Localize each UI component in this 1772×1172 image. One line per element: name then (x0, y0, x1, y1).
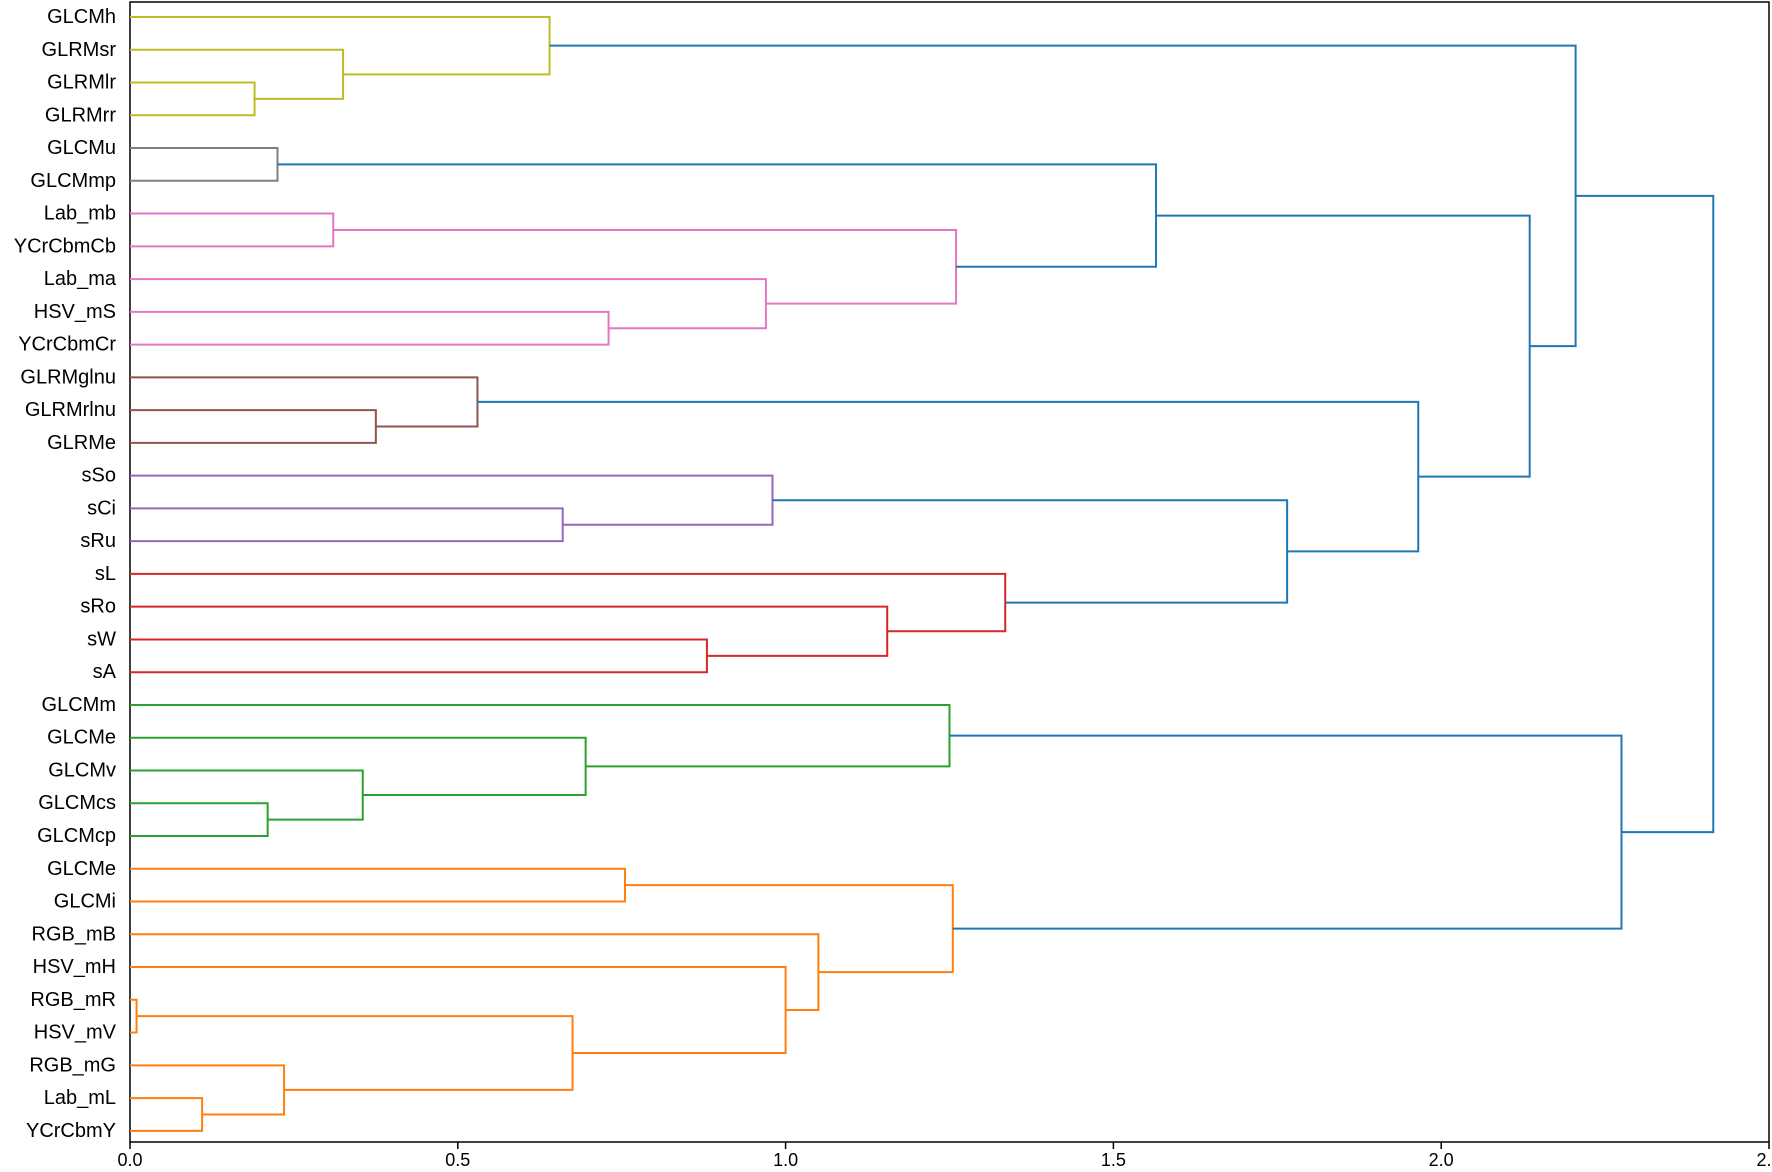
dendrogram-link (130, 933, 820, 1012)
leaf-label: GLCMmp (30, 170, 116, 192)
leaf-label: GLRMsr (42, 39, 117, 61)
dendrogram-links (130, 16, 1715, 1132)
dendrogram-link (130, 1097, 204, 1132)
leaf-label: GLRMlr (47, 72, 116, 94)
dendrogram-link (130, 48, 345, 100)
dendrogram-link (130, 703, 951, 768)
leaf-label: HSV_mV (34, 1022, 117, 1044)
dendrogram-link (130, 605, 889, 657)
dendrogram-link (130, 16, 551, 76)
dendrogram-link (130, 638, 708, 674)
leaf-label: HSV_mH (33, 956, 116, 978)
leaf-label: sL (95, 563, 116, 585)
leaf-label: GLRMe (47, 432, 116, 454)
leaf-label: Lab_ma (44, 268, 117, 290)
dendrogram-link (772, 499, 1289, 604)
leaf-label: RGB_mG (29, 1054, 116, 1076)
leaf-labels: GLCMh GLRMsr GLRMlr GLRMrr GLCMu GLCMmp Lab_mb… (14, 6, 117, 1142)
x-tick-label: 1.5 (1101, 1150, 1126, 1170)
leaf-label: sCi (87, 497, 116, 519)
leaf-label: RGB_mB (32, 923, 116, 945)
leaf-label: GLRMrr (45, 104, 116, 126)
dendrogram-link (130, 147, 279, 182)
dendrogram-link (333, 228, 958, 305)
leaf-label: sSo (82, 465, 116, 487)
dendrogram-link (949, 734, 1623, 930)
x-tick-label: 1.0 (773, 1150, 798, 1170)
dendrogram-link (130, 409, 377, 444)
leaf-label: GLCMe (47, 727, 116, 749)
leaf-label: Lab_mb (44, 203, 116, 225)
dendrogram-link (130, 769, 364, 821)
leaf-label: RGB_mR (30, 989, 116, 1011)
leaf-label: YCrCbmCb (14, 235, 116, 257)
dendrogram-link (130, 474, 774, 526)
dendrogram-link (130, 376, 479, 428)
dendrogram-link (1575, 194, 1715, 834)
leaf-label: GLCMcs (38, 792, 116, 814)
dendrogram-link (549, 44, 1577, 348)
dendrogram-link (130, 867, 626, 903)
leaf-label: HSV_mS (34, 301, 116, 323)
dendrogram-link (130, 1064, 286, 1116)
dendrogram-link (130, 736, 587, 797)
leaf-label: sW (87, 628, 116, 650)
leaf-label: sRo (80, 596, 116, 618)
dendrogram-link (130, 572, 1007, 633)
leaf-label: GLCMv (48, 759, 116, 781)
leaf-label: GLCMm (42, 694, 116, 716)
dendrogram-link (1156, 214, 1531, 478)
leaf-label: YCrCbmY (26, 1120, 116, 1142)
leaf-label: GLRMglnu (20, 366, 116, 388)
dendrogram-link (130, 81, 256, 117)
dendrogram-link (477, 400, 1420, 553)
leaf-label: GLCMu (47, 137, 116, 159)
leaf-label: sRu (80, 530, 116, 552)
dendrogram-link (130, 212, 335, 248)
x-axis-ticks: 0.0 0.5 1.0 1.5 2.0 2.5 (117, 1142, 1772, 1170)
leaf-label: GLCMh (47, 6, 116, 28)
leaf-label: Lab_mL (44, 1087, 116, 1109)
dendrogram-link (130, 278, 767, 330)
dendrogram-link (136, 1015, 574, 1091)
x-tick-label: 2.5 (1756, 1150, 1772, 1170)
x-tick-label: 0.5 (445, 1150, 470, 1170)
leaf-label: GLCMe (47, 858, 116, 880)
plot-frame (129, 1, 1770, 1143)
leaf-label: YCrCbmCr (18, 334, 116, 356)
dendrogram-link (277, 163, 1158, 268)
x-tick-label: 2.0 (1429, 1150, 1454, 1170)
leaf-label: GLRMrlnu (25, 399, 116, 421)
dendrogram-link (130, 507, 564, 543)
dendrogram-link (130, 310, 610, 346)
dendrogram-link (624, 884, 954, 974)
leaf-label: GLCMcp (37, 825, 116, 847)
leaf-label: GLCMi (54, 891, 116, 913)
x-tick-label: 0.0 (117, 1150, 142, 1170)
leaf-label: sA (93, 661, 117, 683)
dendrogram-link (130, 998, 138, 1034)
dendrogram-link (130, 966, 787, 1055)
dendrogram-link (130, 802, 269, 837)
